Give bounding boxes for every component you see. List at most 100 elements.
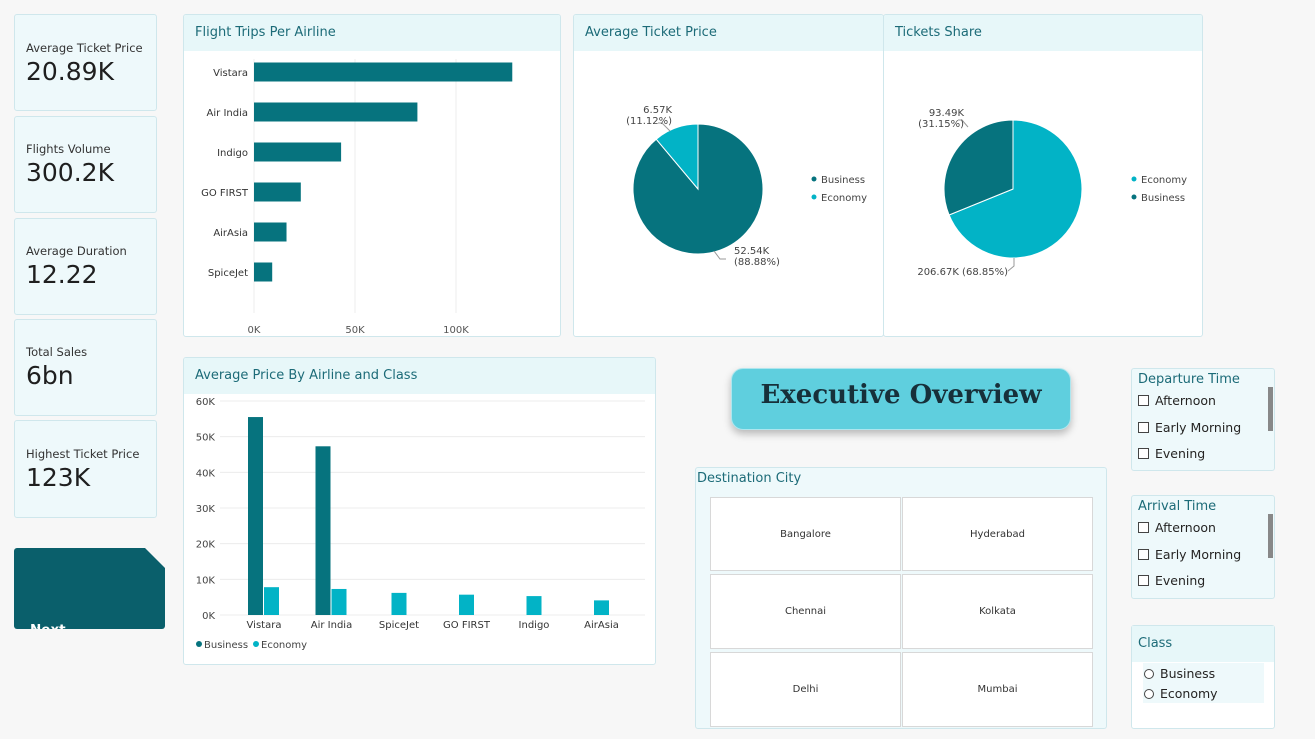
pie-slice	[655, 123, 699, 191]
city-label: Chennai	[784, 606, 827, 617]
checkbox[interactable]	[1138, 422, 1149, 433]
column	[459, 594, 474, 615]
kpi-label: Flights Volume	[26, 142, 111, 156]
checkbox[interactable]	[1138, 448, 1149, 459]
city-tile-mumbai[interactable]: Mumbai	[902, 652, 1093, 727]
departure-option-early-morning[interactable]: Early Morning	[1138, 420, 1241, 435]
kpi-flights-volume: Flights Volume 300.2K	[14, 116, 157, 213]
legend-label: Economy	[261, 640, 307, 651]
option-label: Economy	[1160, 686, 1218, 701]
average-ticket-price-pie: 52.54K(88.88%) 6.57K(11.12%) Business Econo…	[626, 105, 867, 268]
avg-price-airline-class-panel: Average Price By Airline and Class 0K 10K…	[183, 357, 656, 665]
data-label: 52.54K	[734, 246, 770, 257]
checkbox[interactable]	[1138, 522, 1149, 533]
leader-line	[713, 250, 726, 260]
city-tile-bangalore[interactable]: Bangalore	[710, 497, 901, 571]
legend-label: Business	[1141, 193, 1185, 204]
option-label: Early Morning	[1155, 547, 1242, 562]
pie-slice	[943, 119, 1014, 216]
next-page-button[interactable]: → Next Page	[14, 548, 165, 629]
city-label: Mumbai	[977, 684, 1018, 695]
y-tick-label: 20K	[196, 540, 216, 551]
option-label: Business	[1160, 666, 1216, 681]
scrollbar[interactable]	[1268, 514, 1273, 558]
class-title: Class	[1138, 636, 1173, 651]
class-option-business[interactable]: Business	[1144, 666, 1215, 681]
bar	[254, 222, 287, 242]
category-label: GO FIRST	[443, 620, 491, 631]
class-slicer-header	[1132, 626, 1274, 662]
x-tick-label: 50K	[345, 325, 365, 336]
category-label: Indigo	[217, 148, 248, 159]
kpi-highest-ticket-price: Highest Ticket Price 123K	[14, 420, 157, 518]
category-label: Air India	[311, 620, 352, 631]
arrival-time-slicer: Arrival Time Afternoon Early Morning Eve…	[1131, 495, 1275, 599]
departure-time-slicer: Departure Time Afternoon Early Morning E…	[1131, 368, 1275, 471]
class-option-economy[interactable]: Economy	[1144, 686, 1218, 701]
city-tile-chennai[interactable]: Chennai	[710, 574, 901, 649]
column	[331, 588, 347, 615]
bar	[254, 262, 273, 282]
city-label: Hyderabad	[970, 528, 1025, 540]
checkbox[interactable]	[1138, 549, 1149, 560]
legend-marker	[1131, 176, 1137, 182]
column	[248, 417, 263, 615]
radio-button[interactable]	[1144, 688, 1154, 699]
radio-button[interactable]	[1144, 668, 1154, 679]
column	[391, 592, 407, 615]
city-tile-delhi[interactable]: Delhi	[710, 652, 901, 727]
category-label: SpiceJet	[208, 268, 248, 279]
arrival-time-title: Arrival Time	[1138, 499, 1217, 514]
category-label: AirAsia	[584, 620, 619, 631]
leader-line	[958, 119, 969, 128]
departure-option-afternoon[interactable]: Afternoon	[1138, 393, 1216, 408]
option-label: Afternoon	[1155, 393, 1216, 408]
category-label: AirAsia	[213, 228, 248, 239]
kpi-value: 12.22	[26, 260, 98, 289]
data-label-percent: (31.15%)	[918, 119, 964, 130]
kpi-value: 123K	[26, 463, 91, 492]
departure-option-evening[interactable]: Evening	[1138, 446, 1205, 461]
executive-overview-banner: Executive Overview	[731, 368, 1071, 430]
executive-overview-title: Executive Overview	[760, 380, 1042, 410]
legend-label: Business	[821, 175, 865, 186]
legend-label: Economy	[821, 193, 867, 204]
checkbox[interactable]	[1138, 395, 1149, 406]
y-tick-label: 50K	[196, 433, 216, 444]
kpi-value: 300.2K	[26, 158, 114, 187]
column	[264, 587, 279, 615]
city-tile-kolkata[interactable]: Kolkata	[902, 574, 1093, 649]
x-tick-label: 0K	[248, 325, 261, 336]
bar	[254, 142, 342, 162]
class-slicer: Class Business Economy	[1131, 625, 1275, 729]
panel-title: Flight Trips Per Airline	[184, 15, 560, 51]
kpi-label: Average Duration	[26, 244, 127, 258]
y-tick-label: 10K	[196, 575, 216, 586]
category-label: Indigo	[519, 620, 550, 631]
arrival-option-early-morning[interactable]: Early Morning	[1138, 547, 1241, 562]
kpi-label: Average Ticket Price	[26, 41, 143, 55]
bar	[254, 102, 418, 122]
city-tile-hyderabad[interactable]: Hyderabad	[902, 497, 1093, 571]
bar	[254, 182, 301, 202]
legend-marker	[811, 194, 817, 200]
destination-city-title: Destination City	[697, 471, 802, 486]
legend-marker	[1131, 194, 1137, 200]
arrival-option-evening[interactable]: Evening	[1138, 573, 1205, 588]
kpi-value: 20.89K	[26, 57, 114, 86]
option-label: Evening	[1155, 573, 1206, 588]
panel-title: Tickets Share	[884, 15, 1202, 51]
category-label: Vistara	[213, 68, 248, 79]
checkbox[interactable]	[1138, 575, 1149, 586]
class-options-box	[1143, 663, 1264, 703]
bar	[254, 62, 513, 82]
arrival-option-afternoon[interactable]: Afternoon	[1138, 520, 1216, 535]
average-ticket-price-panel: Average Ticket Price 52.54K (88.88%) 6.57K…	[573, 14, 884, 337]
legend-marker	[196, 641, 202, 647]
category-label: SpiceJet	[379, 620, 419, 631]
x-tick-label: 100K	[443, 325, 469, 336]
scrollbar[interactable]	[1268, 387, 1273, 431]
data-label: 93.49K	[929, 108, 965, 119]
tickets-share-pie: 206.67K (68.85%) 93.49K(31.15%) Economy Bus…	[917, 108, 1187, 278]
data-label: 6.57K	[643, 105, 672, 116]
